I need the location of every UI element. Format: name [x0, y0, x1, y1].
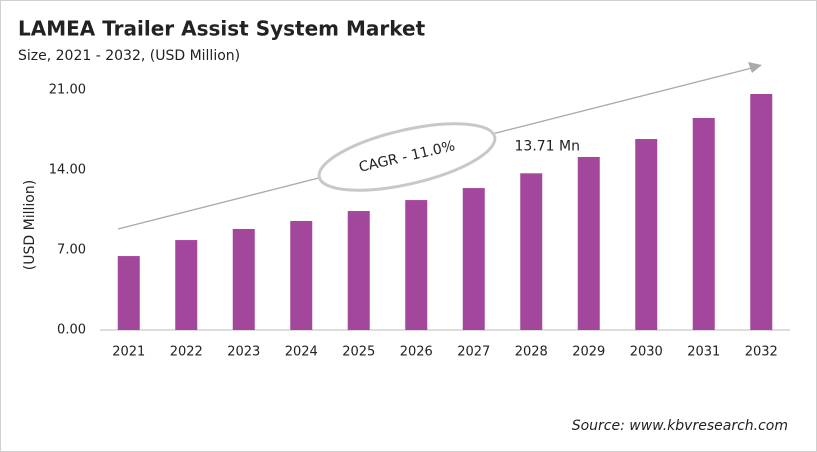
- bar: [290, 220, 313, 330]
- bar: [462, 188, 485, 330]
- cagr-ellipse: [317, 122, 497, 192]
- bar: [117, 256, 140, 330]
- bar: [750, 94, 773, 330]
- chart-subtitle: Size, 2021 - 2032, (USD Million): [18, 48, 240, 64]
- bar: [232, 228, 255, 330]
- bar: [405, 200, 428, 330]
- bar: [635, 139, 658, 330]
- bar: [520, 173, 543, 330]
- x-tick-label: 2028: [515, 345, 548, 360]
- y-tick-label: 21.00: [49, 83, 86, 98]
- y-tick-label: 0.00: [57, 323, 86, 338]
- x-tick-label: 2026: [400, 345, 433, 360]
- x-tick-label: 2022: [170, 345, 203, 360]
- x-tick-label: 2023: [227, 345, 260, 360]
- arrow-head: [748, 62, 762, 73]
- x-tick-label: 2025: [342, 345, 375, 360]
- x-tick-label: 2030: [630, 345, 663, 360]
- x-tick-label: 2032: [745, 345, 778, 360]
- chart-title: LAMEA Trailer Assist System Market: [18, 17, 426, 41]
- bar: [692, 118, 715, 330]
- bar: [175, 240, 198, 330]
- bar: [577, 156, 600, 330]
- bar: [347, 211, 370, 330]
- x-tick-label: 2031: [687, 345, 720, 360]
- x-tick-label: 2029: [572, 345, 605, 360]
- x-tick-label: 2024: [285, 345, 318, 360]
- y-axis-label: (USD Million): [22, 180, 38, 270]
- y-tick-label: 14.00: [49, 163, 86, 178]
- x-tick-label: 2027: [457, 345, 490, 360]
- y-tick-label: 7.00: [57, 243, 86, 258]
- x-tick-label: 2021: [112, 345, 145, 360]
- source: Source: www.kbvresearch.com: [572, 418, 788, 434]
- data-label: 13.71 Mn: [515, 138, 580, 154]
